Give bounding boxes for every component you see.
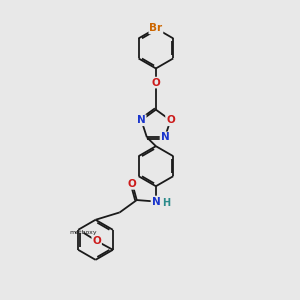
Text: O: O: [166, 115, 175, 125]
Text: N: N: [152, 196, 160, 206]
Text: N: N: [137, 115, 146, 125]
Text: O: O: [152, 78, 160, 88]
Text: methoxy: methoxy: [70, 230, 97, 235]
Text: O: O: [92, 236, 101, 246]
Text: Br: Br: [149, 23, 163, 33]
Text: H: H: [162, 198, 170, 208]
Text: N: N: [160, 132, 169, 142]
Text: O: O: [128, 179, 137, 189]
